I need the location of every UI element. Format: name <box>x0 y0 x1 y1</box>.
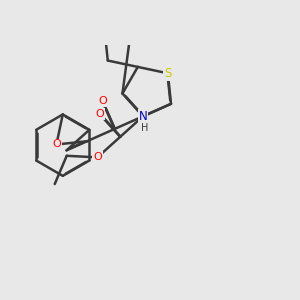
Text: O: O <box>95 109 104 119</box>
Text: O: O <box>93 152 102 162</box>
Text: H: H <box>141 123 148 133</box>
Text: O: O <box>52 140 61 149</box>
Text: S: S <box>164 67 172 80</box>
Text: N: N <box>139 110 147 123</box>
Text: O: O <box>98 96 107 106</box>
